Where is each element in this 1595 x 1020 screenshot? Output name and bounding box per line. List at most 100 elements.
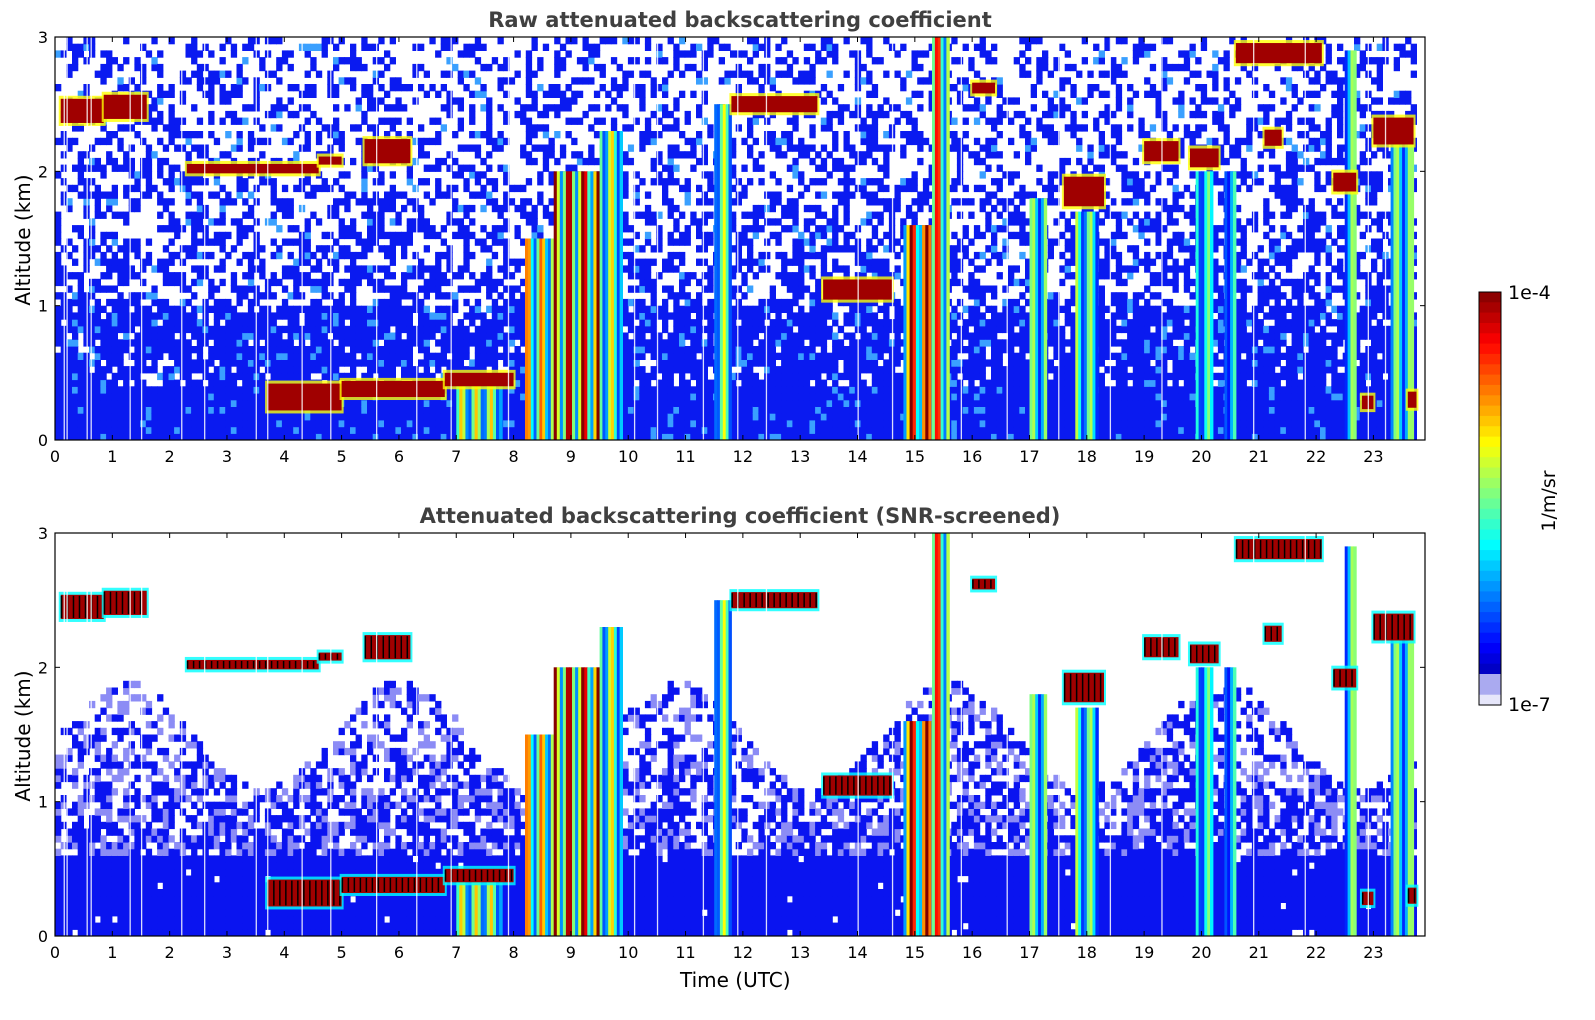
colorbar-segment: [1479, 353, 1501, 365]
cloud-layer: [444, 372, 514, 387]
rain-column: [906, 225, 911, 440]
rain-column: [599, 627, 603, 936]
rain-column: [1092, 707, 1096, 936]
colorbar-segment: [1479, 550, 1501, 561]
plot-frame-1: [54, 532, 1426, 937]
rain-column: [1078, 707, 1082, 936]
rain-column: [545, 238, 549, 440]
cloud-layer: [364, 635, 411, 660]
rain-column: [569, 171, 573, 440]
rain-column: [480, 875, 485, 936]
colorbar-segment: [1479, 446, 1501, 458]
colorbar-segment: [1479, 395, 1501, 407]
colorbar-segment: [1479, 508, 1501, 520]
x-tick-label: 7: [451, 943, 461, 962]
rain-column: [602, 131, 606, 440]
cloud-layer: [341, 876, 445, 894]
rain-column: [483, 379, 488, 440]
y-tick-label: 3: [38, 28, 48, 47]
rain-column: [584, 171, 588, 440]
rain-column: [719, 600, 724, 936]
rain-column: [725, 104, 730, 440]
rain-column: [1404, 144, 1409, 440]
rain-column: [1407, 144, 1412, 440]
cloud-layer: [1235, 43, 1322, 64]
rain-column: [1095, 211, 1099, 440]
rain-column: [943, 37, 947, 440]
rain-column: [1029, 694, 1033, 936]
cloud-layer: [1264, 625, 1282, 642]
rain-column: [912, 225, 917, 440]
rain-column: [946, 533, 950, 936]
cloud-layer: [1361, 891, 1374, 906]
rain-column: [915, 721, 920, 936]
bottom-y-axis-label: Altitude (km): [11, 670, 35, 802]
rain-column: [1399, 640, 1403, 936]
rain-column: [489, 875, 494, 936]
x-tick-label: 20: [1191, 943, 1211, 962]
rain-column: [714, 104, 718, 440]
rain-column: [725, 600, 730, 936]
rain-column: [919, 721, 923, 936]
colorbar-segment: [1479, 519, 1501, 530]
rain-column: [1224, 667, 1228, 936]
rain-column: [559, 667, 564, 936]
rain-column: [459, 875, 463, 936]
rain-column: [903, 225, 907, 440]
colorbar-segment: [1479, 632, 1501, 644]
x-tick-label: 10: [618, 447, 638, 466]
rain-column: [587, 667, 591, 936]
rain-column: [1040, 198, 1045, 440]
x-tick-label: 15: [905, 447, 925, 466]
rain-column: [943, 533, 947, 936]
rain-column: [575, 667, 579, 936]
rain-column: [569, 667, 573, 936]
rain-column: [462, 379, 466, 440]
x-tick-label: 23: [1363, 447, 1383, 466]
rain-column: [477, 379, 482, 440]
rain-column: [1210, 667, 1214, 936]
rain-column: [619, 627, 623, 936]
rain-column: [611, 627, 615, 936]
colorbar-segment: [1479, 612, 1501, 623]
rain-column: [565, 171, 570, 440]
rain-column: [1402, 144, 1406, 440]
rain-column: [559, 171, 564, 440]
colorbar-segment: [1479, 694, 1501, 706]
rain-column: [590, 667, 594, 936]
rain-column: [596, 667, 601, 936]
rain-column: [471, 379, 476, 440]
cloud-layer: [267, 383, 342, 411]
rain-column: [605, 627, 609, 936]
rain-column: [1207, 171, 1211, 440]
colorbar-segment: [1479, 292, 1501, 303]
x-tick-label: 11: [675, 447, 695, 466]
x-tick-label: 12: [733, 447, 753, 466]
rain-column: [590, 171, 594, 440]
rain-column: [581, 171, 585, 440]
rain-column: [1344, 546, 1349, 936]
rain-column: [932, 533, 936, 936]
rain-column: [556, 667, 561, 936]
rain-column: [486, 875, 491, 936]
rain-column: [1032, 694, 1036, 936]
rain-column: [1204, 667, 1208, 936]
x-tick-label: 18: [1077, 943, 1097, 962]
rain-column: [542, 238, 546, 440]
cloud-layer: [341, 380, 445, 398]
rain-column: [581, 667, 585, 936]
rain-column: [525, 238, 529, 440]
x-tick-label: 5: [337, 447, 347, 466]
rain-column: [1393, 640, 1397, 936]
rain-column: [539, 238, 543, 440]
rain-column: [1402, 640, 1406, 936]
colorbar-segment: [1479, 622, 1501, 634]
y-tick-label: 0: [38, 927, 48, 946]
rain-column: [593, 171, 597, 440]
rain-column: [1081, 211, 1085, 440]
rain-column: [1029, 198, 1033, 440]
x-tick-label: 9: [566, 447, 576, 466]
colorbar-min-label: 1e-7: [1508, 694, 1551, 716]
rain-column: [1198, 667, 1202, 936]
